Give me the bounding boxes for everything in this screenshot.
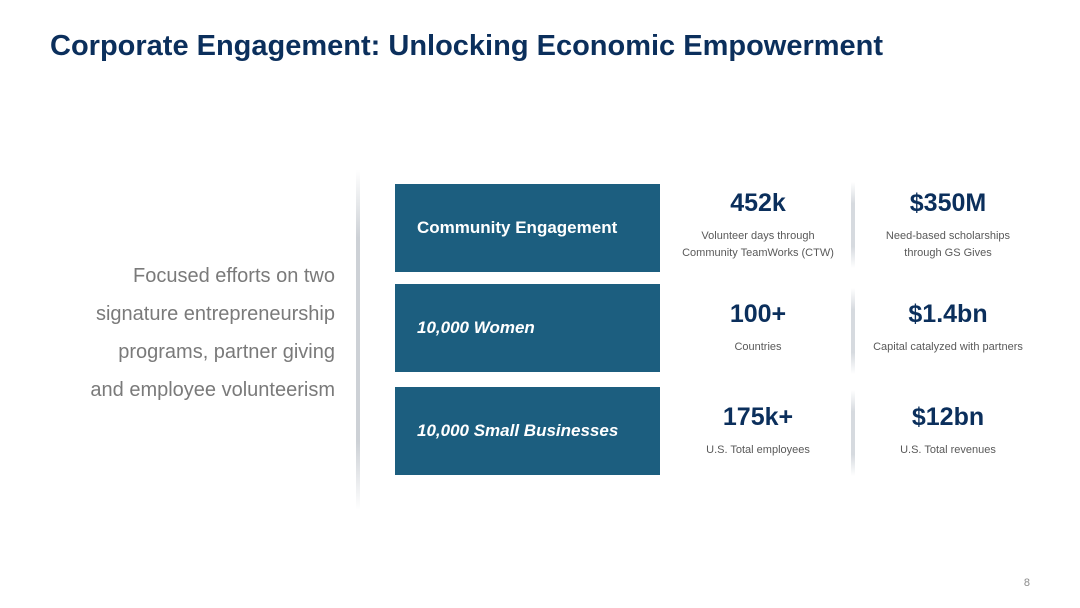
stat-description: U.S. Total employees	[663, 442, 853, 459]
column-divider	[851, 288, 855, 374]
intro-line: signature entrepreneurship	[95, 303, 335, 325]
stat-description-line: through GS Gives	[904, 247, 992, 259]
stat-description: Volunteer days through Community TeamWor…	[663, 228, 853, 262]
page-number: 8	[1023, 577, 1030, 589]
program-community-engagement: Community Engagement	[395, 184, 660, 272]
intro-line: Focused efforts on two	[133, 265, 335, 287]
stat-countries: 100+ Countries	[663, 299, 853, 356]
stat-description-line: Need-based scholarships	[885, 230, 1011, 242]
intro-line: and employee volunteerism	[90, 379, 335, 401]
stat-value: $1.4bn	[908, 300, 988, 328]
stat-value: 100+	[729, 300, 787, 328]
stat-value: $350M	[909, 189, 987, 217]
stat-description-line: Capital catalyzed with partners	[873, 341, 1023, 353]
stat-total-employees: 175k+ U.S. Total employees	[663, 402, 853, 459]
stat-description-line: U.S. Total revenues	[900, 444, 996, 456]
stat-value: $12bn	[911, 403, 985, 431]
program-10000-small-businesses: 10,000 Small Businesses	[395, 387, 660, 475]
stat-description: Need-based scholarships through GS Gives	[853, 228, 1043, 262]
page-title: Corporate Engagement: Unlocking Economic…	[50, 30, 884, 62]
column-divider	[851, 390, 855, 476]
stat-description: U.S. Total revenues	[853, 442, 1043, 459]
vertical-divider	[356, 170, 360, 510]
stat-description: Countries	[663, 339, 853, 356]
stat-value: 175k+	[722, 403, 794, 431]
stat-total-revenues: $12bn U.S. Total revenues	[853, 402, 1043, 459]
stat-description-line: Countries	[734, 341, 782, 353]
stat-description: Capital catalyzed with partners	[853, 339, 1043, 356]
stat-description-line: U.S. Total employees	[706, 444, 810, 456]
stat-description-line: Volunteer days through	[701, 230, 815, 242]
program-10000-women: 10,000 Women	[395, 284, 660, 372]
stat-volunteer-days: 452k Volunteer days through Community Te…	[663, 188, 853, 262]
column-divider	[851, 182, 855, 268]
intro-line: programs, partner giving	[118, 341, 335, 363]
stat-scholarships: $350M Need-based scholarships through GS…	[853, 188, 1043, 262]
stat-capital-catalyzed: $1.4bn Capital catalyzed with partners	[853, 299, 1043, 356]
intro-text: Focused efforts on two signature entrepr…	[40, 257, 335, 409]
stat-value: 452k	[730, 189, 786, 217]
stat-description-line: Community TeamWorks (CTW)	[682, 247, 834, 259]
